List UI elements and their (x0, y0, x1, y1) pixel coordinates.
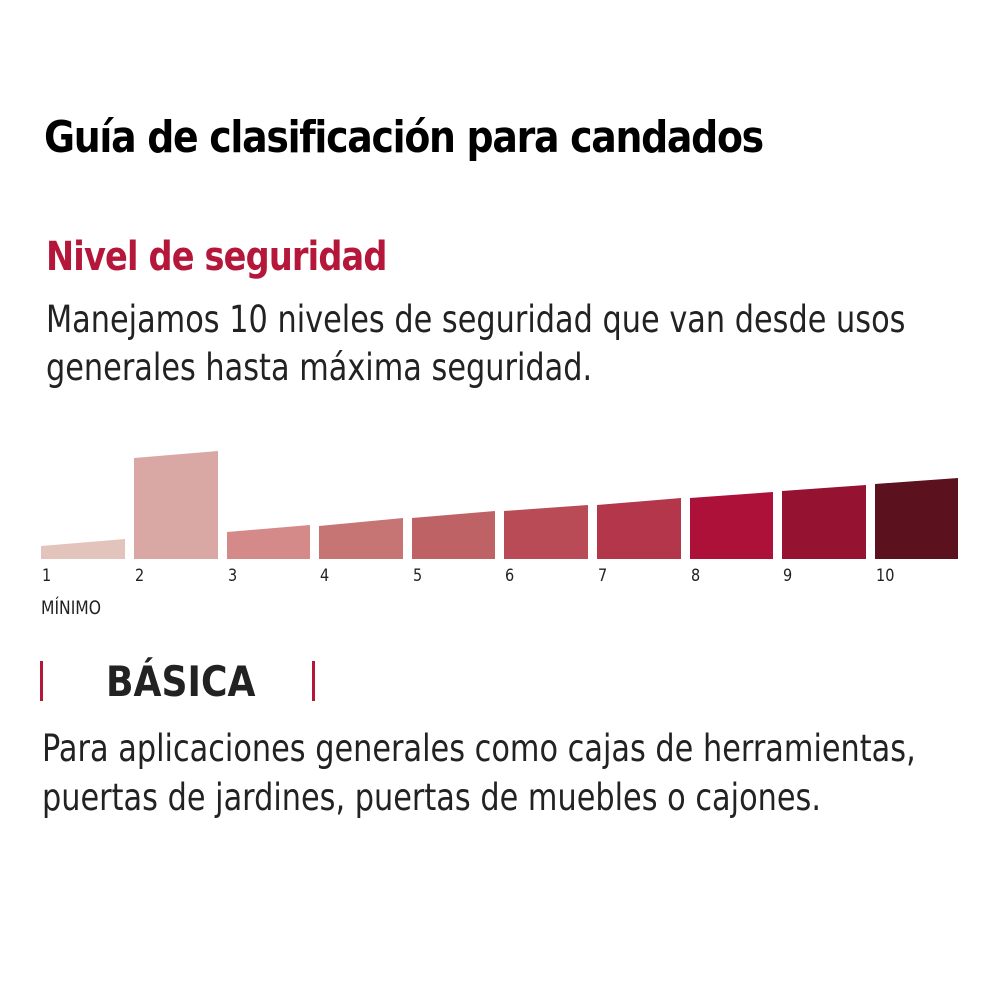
tick-label-7: 7 (598, 566, 608, 586)
bar-level-8 (690, 492, 773, 559)
tick-label-10: 10 (876, 566, 895, 586)
category-description-line-1: Para aplicaciones generales como cajas d… (42, 727, 916, 770)
tick-label-9: 9 (783, 566, 793, 586)
bar-level-4 (319, 518, 403, 559)
bar-level-1 (41, 539, 125, 559)
description-line-2: generales hasta máxima seguridad. (46, 346, 593, 389)
bar-level-5 (412, 511, 495, 559)
tick-label-3: 3 (228, 566, 238, 586)
security-level-chart (41, 451, 958, 559)
bar-level-2 (134, 451, 218, 559)
tick-label-6: 6 (505, 566, 515, 586)
bar-level-3 (227, 525, 310, 559)
page-title: Guía de clasificación para candados (44, 112, 764, 163)
tick-label-1: 1 (42, 566, 52, 586)
section-subtitle: Nivel de seguridad (46, 234, 387, 280)
section-description: Manejamos 10 niveles de seguridad que va… (46, 296, 905, 392)
tick-label-5: 5 (413, 566, 423, 586)
minimum-label: MÍNIMO (41, 597, 102, 619)
bar-level-10 (875, 478, 958, 559)
description-line-1: Manejamos 10 niveles de seguridad que va… (46, 298, 906, 341)
bar-level-9 (782, 485, 866, 559)
category-description-line-2: puertas de jardines, puertas de muebles … (42, 776, 821, 819)
bar-level-7 (597, 498, 681, 559)
category-description: Para aplicaciones generales como cajas d… (42, 724, 916, 822)
bar-level-6 (504, 505, 588, 559)
divider-left (40, 661, 43, 701)
tick-label-4: 4 (320, 566, 330, 586)
category-label: BÁSICA (106, 657, 256, 706)
divider-right (312, 661, 315, 701)
category-heading: BÁSICA (40, 657, 320, 706)
tick-label-2: 2 (135, 566, 145, 586)
tick-label-8: 8 (691, 566, 701, 586)
